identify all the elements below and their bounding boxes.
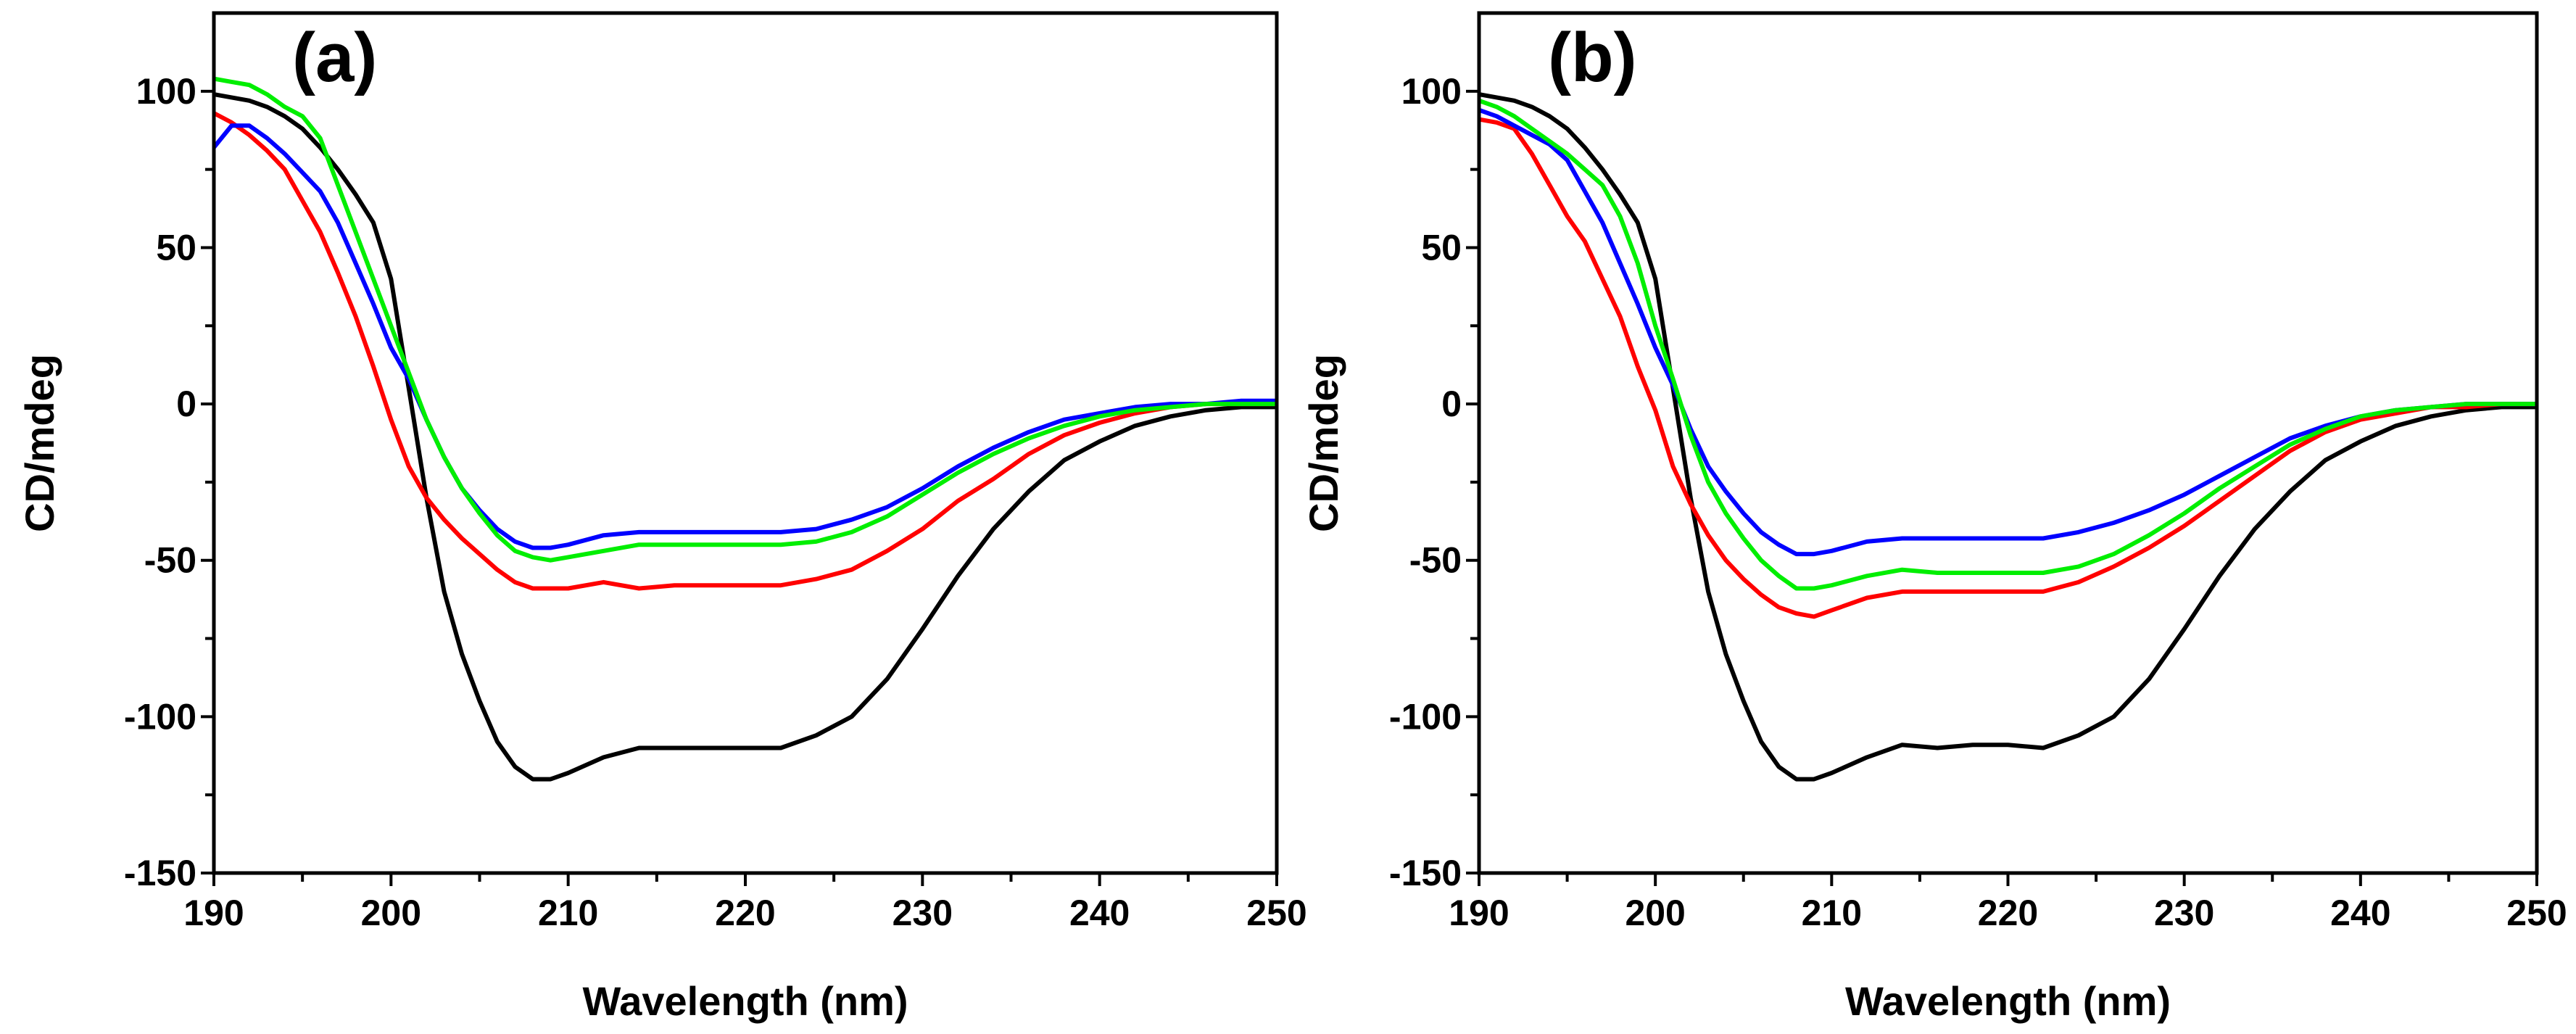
x-axis-title: Wavelength (nm) xyxy=(1845,978,2171,1024)
x-tick-label: 200 xyxy=(361,893,421,933)
y-tick-label: 50 xyxy=(1421,227,1462,268)
series-line-blue xyxy=(1478,107,2537,557)
y-tick-label: -100 xyxy=(124,696,196,737)
panel-b: 190 200 210 220 230 240 250 -150 -100 -50 0 50 100 Wa… xyxy=(1301,11,2567,1024)
x-tick-label: 250 xyxy=(1246,893,1306,933)
y-axis-title: CD/mdeg xyxy=(1301,354,1346,532)
series-line-red xyxy=(1478,117,2537,619)
y-axis-title: CD/mdeg xyxy=(17,354,62,532)
y-tick-label: 0 xyxy=(1441,384,1462,424)
x-tick-label: 210 xyxy=(538,893,598,933)
x-axis-title: Wavelength (nm) xyxy=(582,978,908,1024)
y-tick-label: 100 xyxy=(1401,71,1462,112)
series-line-green xyxy=(1478,98,2537,591)
series-line-black xyxy=(1478,92,2537,782)
y-tick-label: 0 xyxy=(176,384,196,424)
x-tick-label: 220 xyxy=(1978,893,2038,933)
y-tick-label: -100 xyxy=(1389,696,1462,737)
x-tick-label: 240 xyxy=(1069,893,1130,933)
series-line-red xyxy=(212,111,1277,591)
x-tick-label: 200 xyxy=(1625,893,1685,933)
y-tick-label: -150 xyxy=(124,853,196,893)
y-tick-label: 100 xyxy=(136,71,196,112)
x-tick-label: 220 xyxy=(715,893,775,933)
panel-a: 190 200 210 220 230 240 250 -150 -100 -50 0 50 100 Wa… xyxy=(17,11,1307,1024)
series-line-green xyxy=(213,76,1277,563)
x-tick-label: 230 xyxy=(893,893,953,933)
series-line-blue xyxy=(212,123,1277,550)
series-line-black xyxy=(213,92,1277,782)
x-tick-label: 230 xyxy=(2154,893,2214,933)
x-tick-label: 210 xyxy=(1802,893,1862,933)
panel-label: (b) xyxy=(1548,19,1637,96)
x-tick-label: 250 xyxy=(2506,893,2567,933)
x-tick-label: 240 xyxy=(2330,893,2390,933)
y-tick-label: -50 xyxy=(1409,540,1462,581)
y-tick-label: 50 xyxy=(156,227,196,268)
y-tick-label: -50 xyxy=(144,540,196,581)
x-tick-label: 190 xyxy=(183,893,244,933)
plot-frame xyxy=(212,11,1279,875)
y-tick-label: -150 xyxy=(1389,853,1462,893)
x-tick-label: 190 xyxy=(1449,893,1509,933)
panel-label: (a) xyxy=(292,19,377,96)
